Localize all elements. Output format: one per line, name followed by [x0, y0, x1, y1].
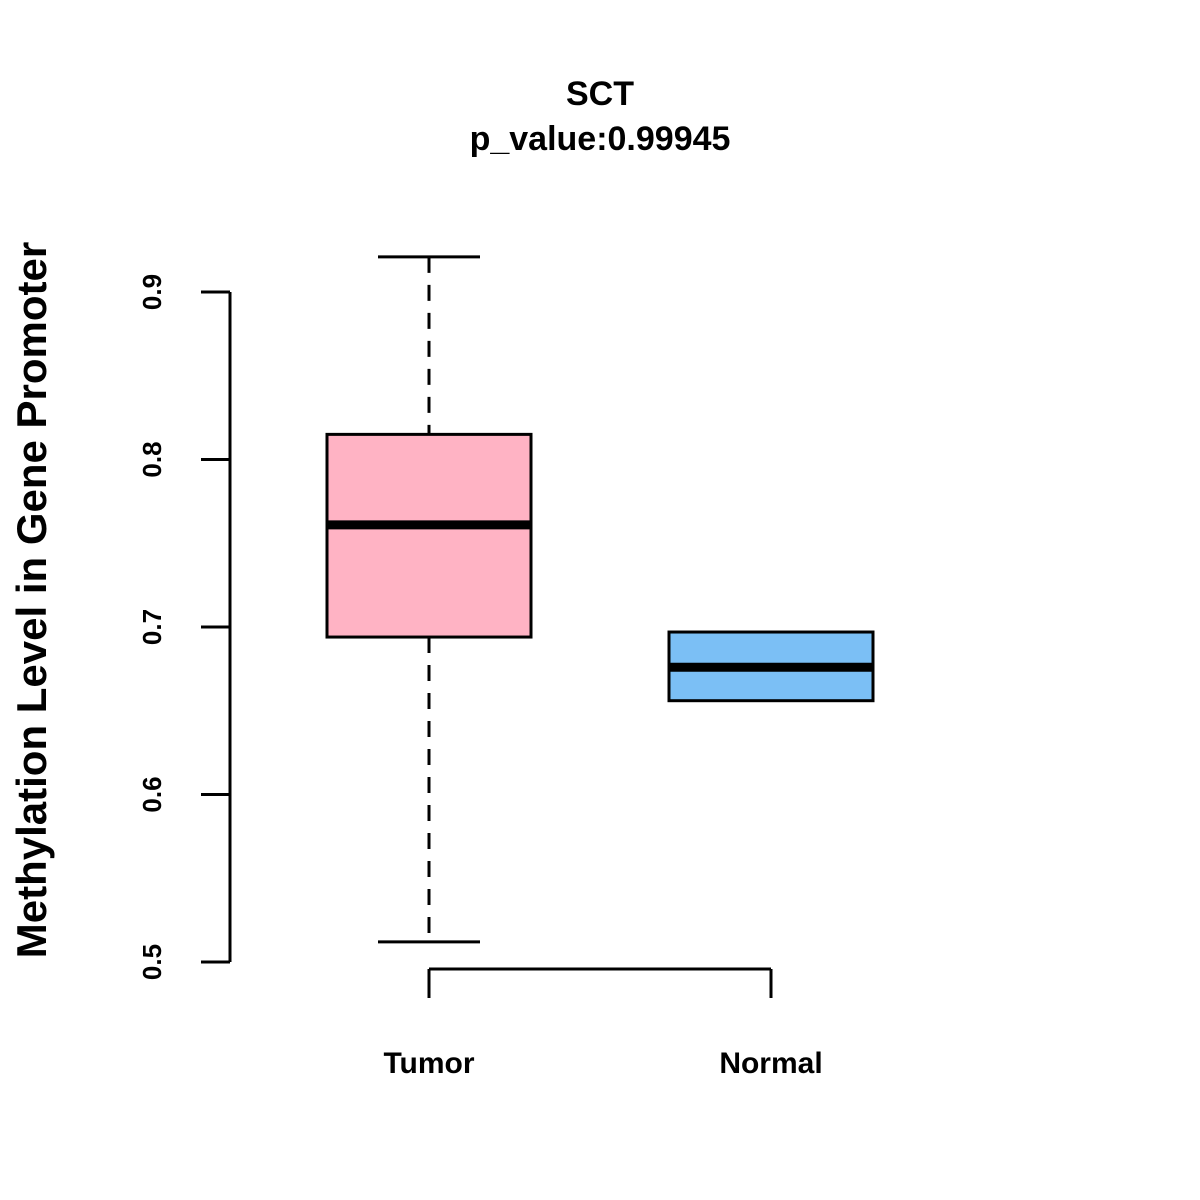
iqr-box [325, 432, 533, 639]
y-axis: 0.5 0.6 0.7 0.8 0.9 [137, 274, 232, 980]
box-normal [667, 630, 875, 703]
box-tumor [325, 255, 533, 944]
chart-subtitle: p_value:0.99945 [470, 120, 731, 158]
x-tick-label-tumor: Tumor [383, 1047, 474, 1080]
x-axis: Tumor Normal [383, 967, 823, 1080]
y-tick-label: 0.7 [137, 609, 167, 645]
x-tick-label-normal: Normal [719, 1047, 822, 1080]
y-tick-label: 0.8 [137, 441, 167, 477]
chart-title: SCT [566, 75, 634, 113]
y-tick-label: 0.9 [137, 274, 167, 310]
y-axis-label: Methylation Level in Gene Promoter [8, 242, 55, 958]
y-tick-label: 0.5 [137, 944, 167, 980]
box-group [325, 255, 875, 944]
y-tick-label: 0.6 [137, 776, 167, 812]
